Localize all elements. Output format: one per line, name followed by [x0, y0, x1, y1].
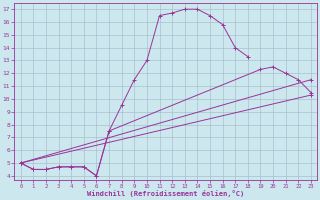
X-axis label: Windchill (Refroidissement éolien,°C): Windchill (Refroidissement éolien,°C)	[87, 190, 244, 197]
